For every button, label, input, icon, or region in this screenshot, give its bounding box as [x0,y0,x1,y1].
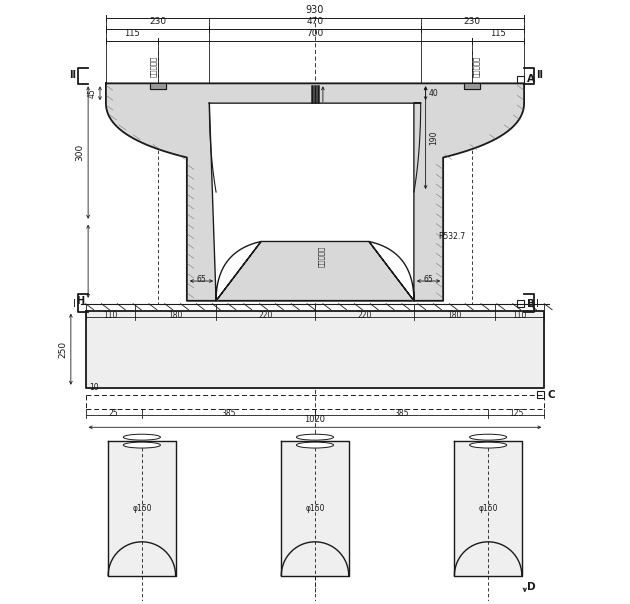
Text: 220: 220 [357,310,372,320]
Polygon shape [209,103,421,301]
Text: L1288: L1288 [292,211,309,233]
Text: 230: 230 [464,17,481,26]
Text: φ150: φ150 [478,504,498,513]
Polygon shape [281,441,349,576]
Text: 150: 150 [221,133,230,147]
Text: 250: 250 [58,341,67,358]
Text: R532.7: R532.7 [438,232,466,241]
Polygon shape [454,441,522,576]
Ellipse shape [123,442,161,448]
Ellipse shape [123,434,161,440]
Text: 10: 10 [89,384,100,392]
Text: 65: 65 [197,275,207,284]
Polygon shape [281,542,349,576]
Polygon shape [106,83,524,301]
Ellipse shape [469,442,507,448]
Text: 1020: 1020 [304,416,326,425]
Text: 支座中心线: 支座中心线 [473,56,480,77]
Polygon shape [108,441,176,576]
Text: A: A [527,74,535,85]
Polygon shape [464,83,480,89]
Text: 路面中心线: 路面中心线 [318,246,324,267]
Text: 115: 115 [124,29,140,38]
Polygon shape [108,542,176,576]
Text: 110: 110 [512,310,527,320]
Text: 45: 45 [88,88,97,98]
Text: φ150: φ150 [306,504,324,513]
Text: D: D [527,582,536,593]
Text: φ150: φ150 [132,504,152,513]
Text: 120: 120 [327,116,336,130]
Ellipse shape [469,434,507,440]
Polygon shape [150,83,166,89]
Text: 700: 700 [306,29,324,38]
Text: 470: 470 [306,17,324,26]
Text: 180: 180 [447,310,462,320]
Text: I: I [536,299,539,309]
Bar [517,300,524,307]
Text: I: I [73,299,76,309]
Ellipse shape [297,442,333,448]
Text: 110: 110 [103,310,118,320]
Text: 230: 230 [149,17,166,26]
Text: R1210.7: R1210.7 [338,193,369,202]
Polygon shape [86,310,544,388]
Text: II: II [69,71,76,80]
Text: 385: 385 [221,410,236,419]
Text: 190: 190 [430,130,438,145]
Text: H: H [76,296,84,306]
Text: 125: 125 [509,410,524,419]
Text: 40: 40 [428,89,438,98]
Polygon shape [454,542,522,576]
Text: 300: 300 [75,144,84,161]
Text: 支座中心线: 支座中心线 [150,56,157,77]
Text: 65: 65 [423,275,433,284]
Text: 115: 115 [490,29,506,38]
Bar [537,391,544,398]
Text: 385: 385 [394,410,409,419]
Text: C: C [547,390,555,400]
Text: B: B [527,299,535,309]
Text: 180: 180 [168,310,183,320]
Text: 930: 930 [306,5,324,15]
Text: II: II [536,71,543,80]
Ellipse shape [297,434,333,440]
Text: 25: 25 [109,410,118,419]
Text: 220: 220 [258,310,273,320]
Bar [517,76,524,83]
